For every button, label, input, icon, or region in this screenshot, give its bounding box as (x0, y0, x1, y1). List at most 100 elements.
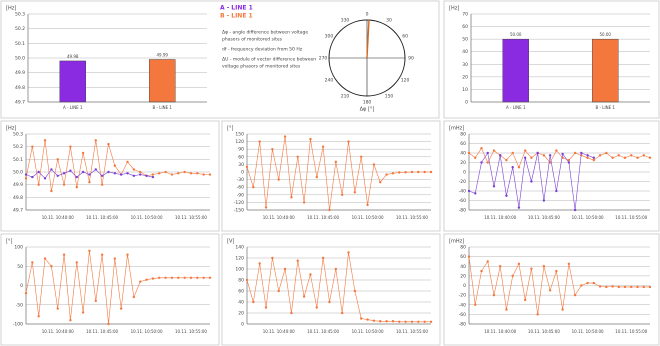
point (315, 306, 318, 309)
point (573, 151, 577, 155)
point (177, 172, 180, 175)
point (107, 142, 110, 146)
point (511, 166, 514, 169)
point (474, 303, 477, 306)
y-tick-label: 80 (460, 245, 466, 251)
point (94, 139, 97, 142)
point (360, 155, 363, 158)
x-tick-label: B - LINE 1 (596, 105, 616, 110)
point (208, 276, 212, 279)
point (580, 151, 583, 155)
point (486, 151, 489, 155)
y-tick-label: 49.9 (15, 70, 25, 76)
point (410, 170, 414, 174)
point (196, 276, 199, 279)
point (139, 280, 142, 283)
panel (443, 233, 660, 346)
x-tick-label: 10.11. 10:55:00 (396, 329, 428, 334)
y-tick-label: 20 (238, 311, 244, 317)
x-tick-label: 10.11. 10:40:00 (42, 329, 74, 334)
point (208, 173, 212, 176)
y-tick-label: -60 (459, 312, 466, 318)
point (517, 166, 521, 169)
bar (502, 38, 529, 103)
point (499, 265, 502, 268)
y-tick-label: 0 (20, 283, 23, 289)
point (561, 152, 564, 156)
point (334, 267, 338, 271)
x-tick-label: 10.11. 10:45:00 (307, 329, 339, 334)
bar (592, 38, 619, 103)
x-tick-label: A - LINE 1 (506, 105, 526, 110)
y-tick-label: -20 (459, 293, 466, 299)
annotation: ΔU - module of vector difference between (222, 57, 316, 63)
y-tick-label: 50.3 (15, 12, 25, 18)
y-tick-label: 0 (465, 100, 468, 106)
point (321, 145, 325, 148)
x-tick-label: 10.11. 10:45:00 (86, 215, 118, 220)
point (385, 320, 388, 323)
point (372, 319, 376, 322)
bar (59, 60, 86, 103)
y-tick-label: -20 (459, 179, 466, 185)
point (100, 253, 104, 256)
angle-tick-label: 270 (319, 56, 328, 62)
point (164, 170, 167, 174)
y-axis-label: [Hz] (6, 6, 16, 12)
y-axis-label: [°] (6, 239, 12, 245)
y-tick-label: 49.7 (15, 100, 25, 106)
point (126, 172, 129, 175)
y-tick-label: 50.0 (15, 56, 25, 62)
point (315, 175, 318, 179)
point (580, 284, 583, 287)
x-tick-label: B - LINE 1 (153, 105, 173, 110)
point (56, 307, 59, 310)
y-tick-label: 50 (17, 264, 23, 270)
point (548, 161, 552, 164)
angle-tick-label: 180 (363, 100, 372, 106)
point (62, 183, 66, 186)
point (145, 174, 148, 177)
point (366, 318, 369, 321)
point (177, 276, 180, 279)
point (391, 320, 395, 323)
point (605, 285, 608, 289)
point (50, 265, 53, 268)
point (309, 137, 312, 141)
point (151, 173, 155, 176)
point (404, 320, 407, 323)
point (139, 170, 142, 174)
point (586, 154, 589, 157)
point (258, 262, 261, 265)
y-tick-label: 120 (235, 256, 244, 262)
point (271, 256, 274, 260)
x-tick-label: 10.11. 10:40:00 (484, 329, 516, 334)
point (398, 320, 401, 323)
point (385, 173, 388, 176)
point (252, 186, 255, 189)
point (164, 276, 167, 279)
panel (221, 120, 441, 232)
point (264, 206, 268, 209)
y-tick-label: 70 (462, 12, 468, 18)
panel (443, 0, 660, 119)
y-tick-label: 20 (460, 160, 466, 166)
annotation: phasors of monitored sites (222, 37, 283, 43)
value-label: 50.00 (510, 32, 522, 37)
point (202, 173, 205, 176)
point (119, 307, 123, 310)
point (474, 156, 477, 159)
point (245, 165, 249, 169)
point (151, 277, 155, 280)
angle-tick-label: 90 (408, 56, 414, 62)
x-tick-label: 10.11. 10:50:00 (131, 215, 163, 220)
angle-tick-label: 30 (386, 17, 392, 23)
point (499, 154, 502, 157)
x-tick-label: 10.11. 10:40:00 (263, 329, 295, 334)
point (567, 158, 571, 162)
point (353, 191, 357, 194)
y-tick-label: 90 (238, 147, 244, 153)
point (183, 170, 186, 174)
point (511, 151, 514, 155)
point (75, 175, 78, 179)
